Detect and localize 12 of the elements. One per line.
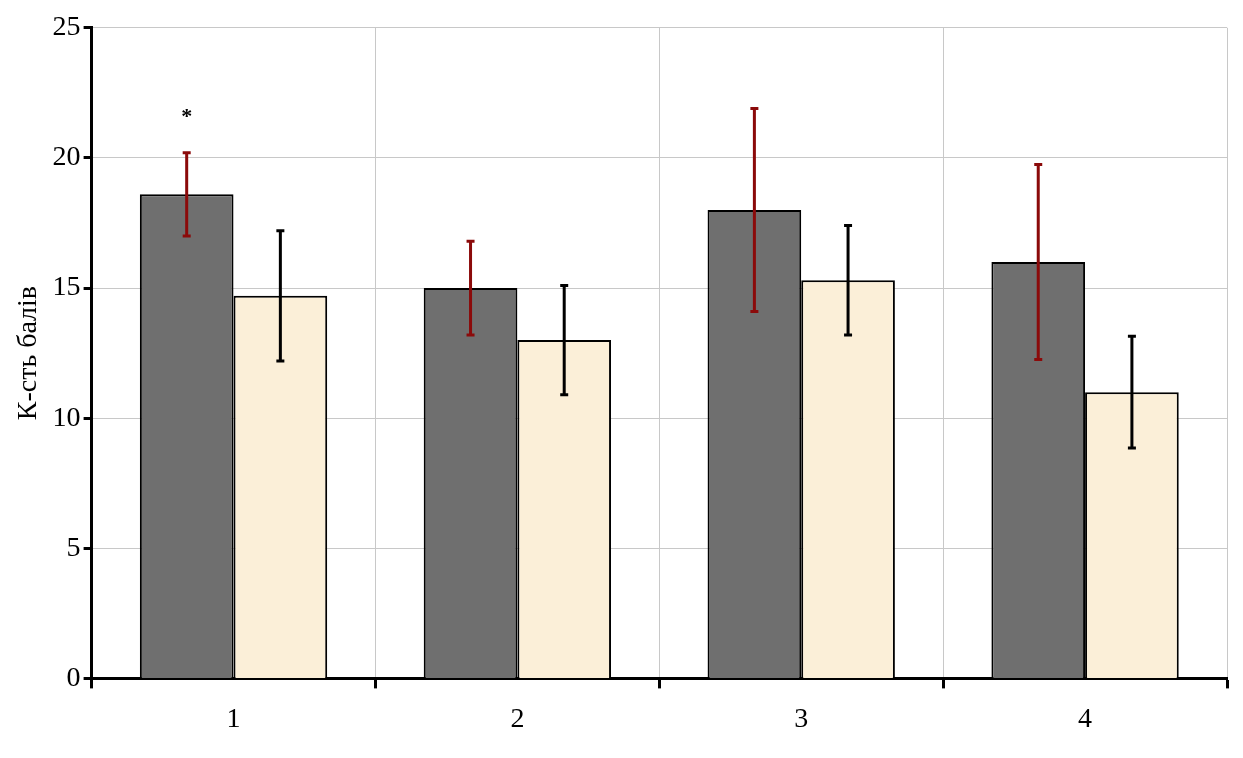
y-tick-label: 20: [52, 140, 81, 172]
x-tick-label: 2: [510, 701, 525, 733]
y-tick-label: 15: [52, 270, 81, 302]
x-tick-label: 1: [226, 701, 241, 733]
y-axis-title: К-сть балів: [11, 285, 43, 421]
annotation: *: [181, 102, 193, 128]
y-tick-label: 0: [66, 660, 81, 692]
y-tick-label: 25: [52, 10, 81, 42]
y-tick-label: 5: [66, 530, 81, 562]
y-tick-label: 10: [52, 400, 81, 432]
x-tick-label: 3: [794, 701, 809, 733]
x-tick-label: 4: [1078, 701, 1093, 733]
